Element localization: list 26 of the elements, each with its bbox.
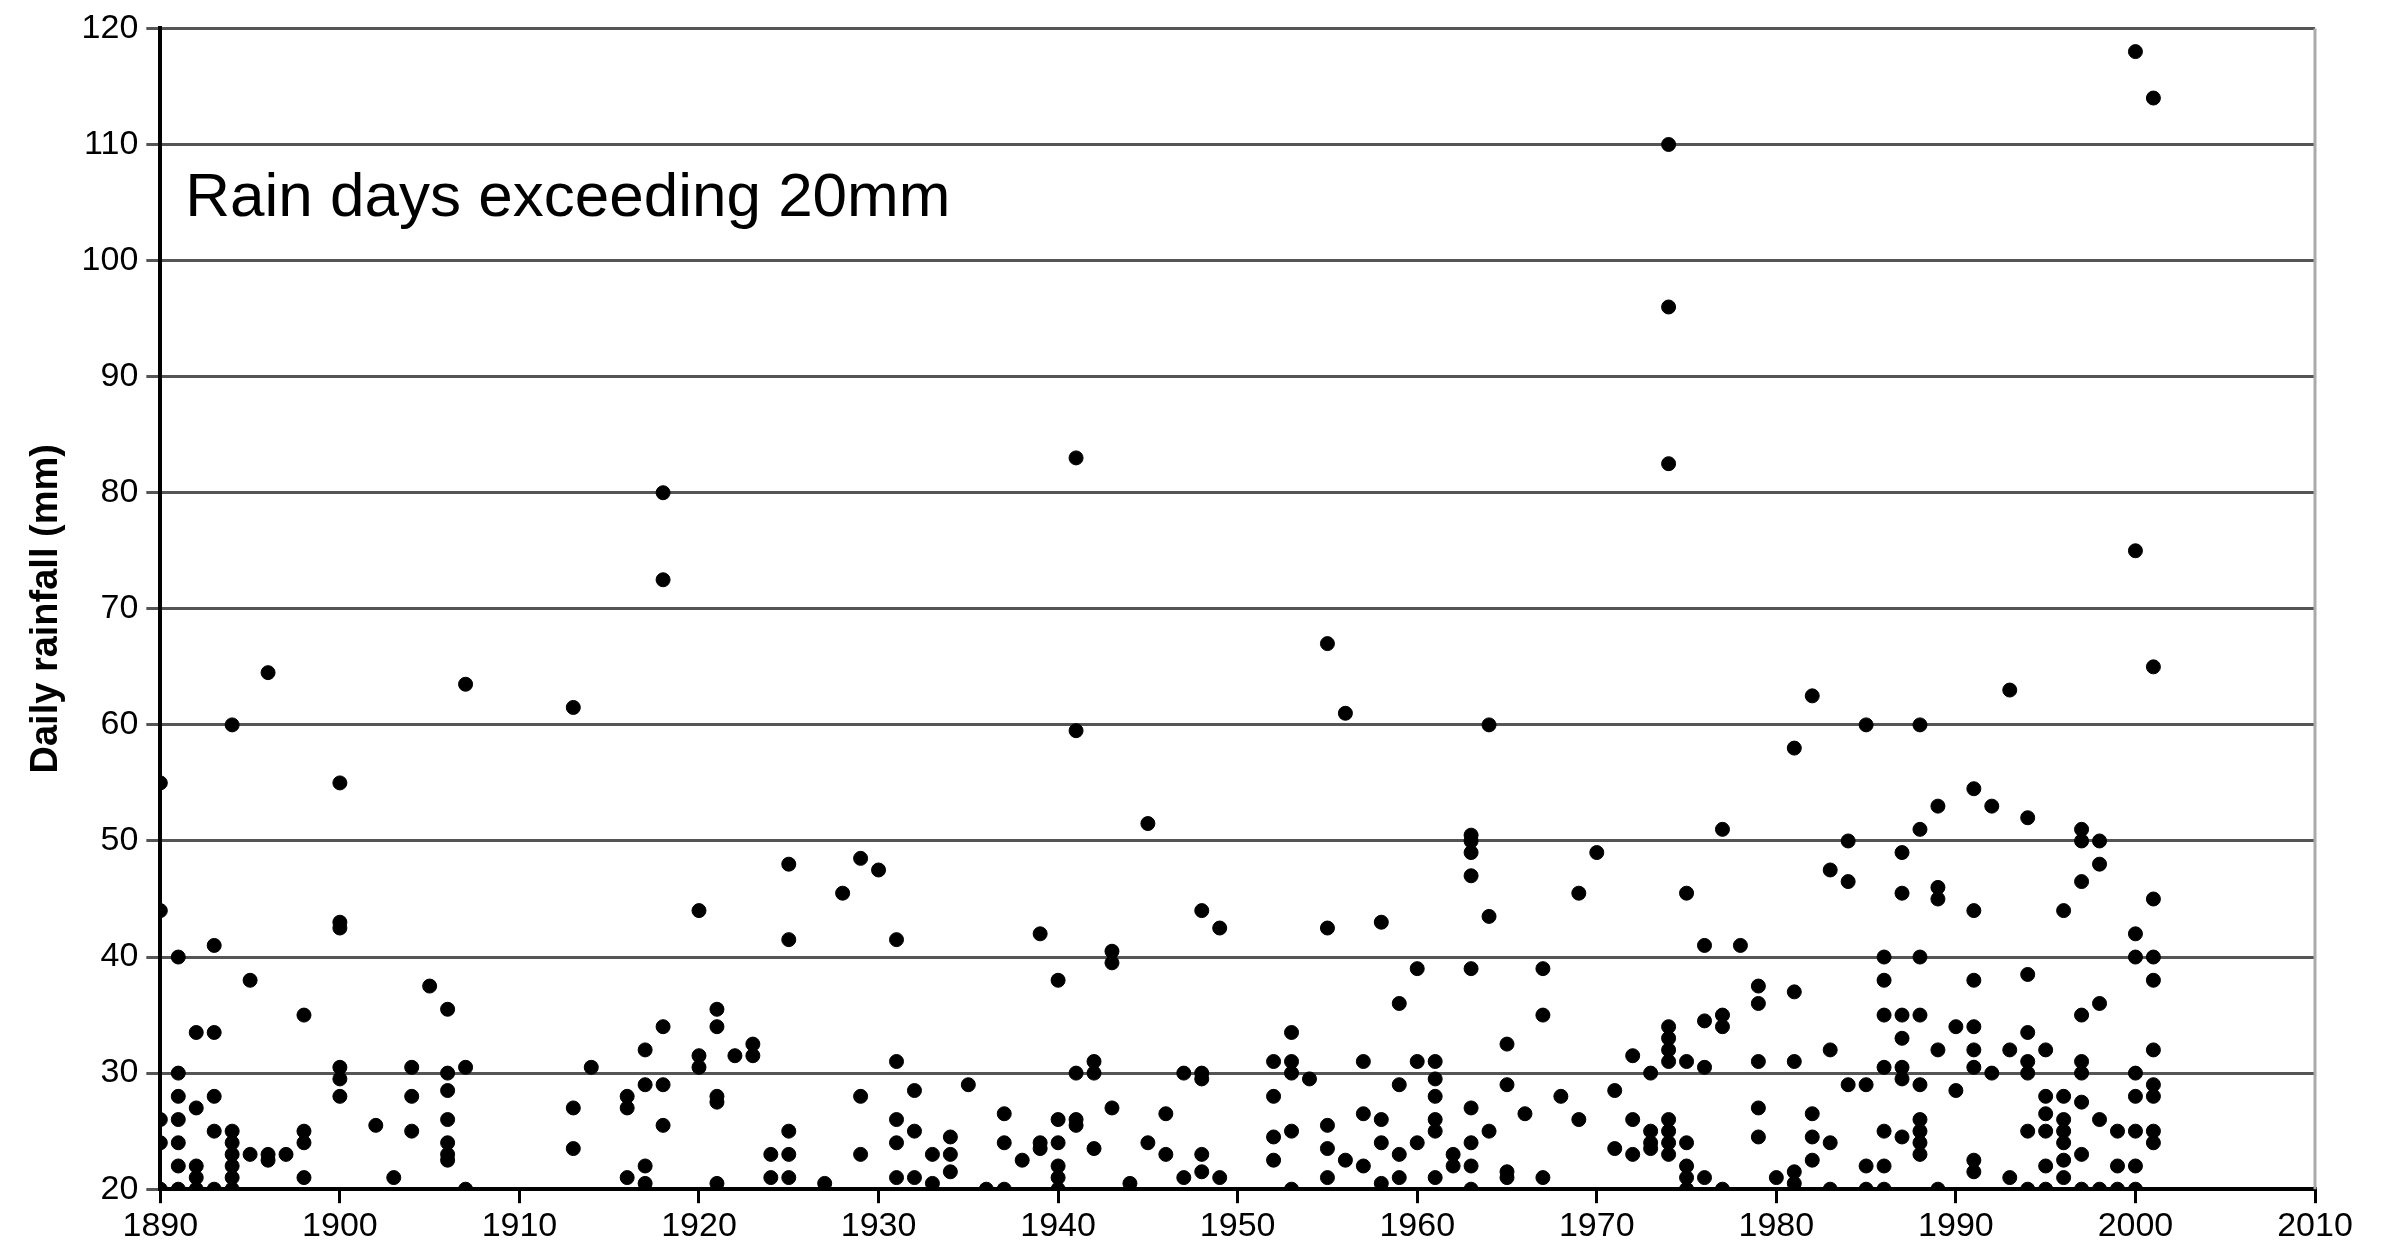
annotation: Rain days exceeding 20mm (185, 160, 951, 230)
y-tick-label: 20 (100, 1167, 139, 1206)
x-tick-label: 1970 (1558, 1204, 1635, 1243)
y-tick-label: 80 (100, 471, 139, 510)
x-tick-label: 1940 (1020, 1204, 1096, 1243)
x-tick-label: 1930 (840, 1204, 917, 1243)
y-tick-label: 50 (100, 819, 139, 858)
y-tick-label: 90 (100, 355, 139, 394)
x-tick-label: 1920 (661, 1204, 737, 1243)
x-tick-label: 1890 (122, 1204, 199, 1243)
y-tick-label: 60 (100, 703, 139, 742)
x-tick-label: 2010 (2277, 1204, 2353, 1243)
x-tick-label: 1990 (1918, 1204, 1994, 1243)
y-axis-title: Daily rainfall (mm) (23, 444, 66, 774)
y-tick-label: 110 (84, 122, 139, 161)
x-tick-label: 2000 (2097, 1204, 2174, 1243)
y-tick-label: 70 (100, 587, 139, 626)
x-tick-label: 1910 (481, 1204, 558, 1243)
y-tick-label: 40 (100, 935, 139, 974)
x-tick-label: 1980 (1738, 1204, 1815, 1243)
x-tick-label: 1950 (1199, 1204, 1276, 1243)
x-tick-label: 1960 (1379, 1204, 1456, 1243)
y-tick-label: 100 (81, 238, 139, 277)
x-tick-label: 1900 (302, 1204, 378, 1243)
y-tick-label: 30 (100, 1051, 139, 1090)
y-tick-label: 120 (81, 6, 139, 45)
